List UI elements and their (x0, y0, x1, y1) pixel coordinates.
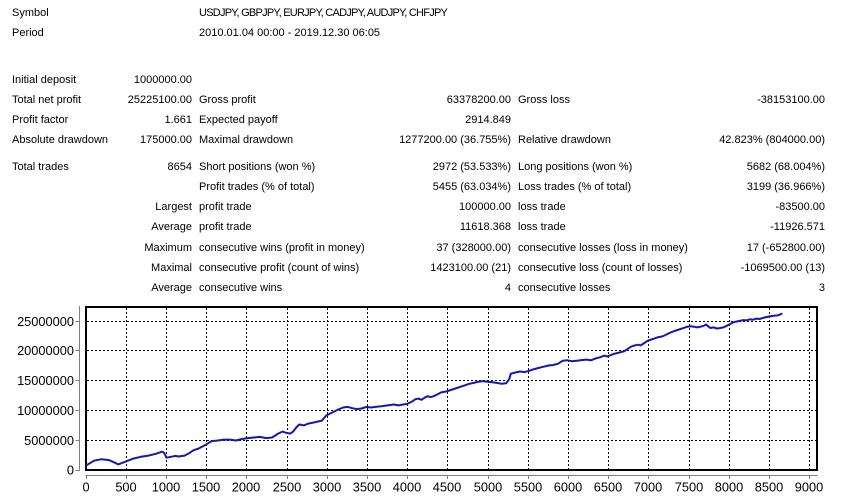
svg-text:3000: 3000 (313, 480, 341, 495)
svg-text:10000000: 10000000 (17, 403, 74, 418)
svg-text:0: 0 (67, 462, 74, 477)
svg-text:8500: 8500 (755, 480, 783, 495)
svg-text:25000000: 25000000 (17, 314, 74, 329)
svg-text:9000: 9000 (795, 480, 823, 495)
svg-text:7000: 7000 (634, 480, 662, 495)
svg-text:2500: 2500 (273, 480, 301, 495)
svg-text:6000: 6000 (554, 480, 582, 495)
svg-text:1500: 1500 (192, 480, 220, 495)
svg-text:3500: 3500 (353, 480, 381, 495)
svg-text:8000: 8000 (715, 480, 743, 495)
svg-text:4500: 4500 (433, 480, 461, 495)
svg-text:4000: 4000 (393, 480, 421, 495)
svg-text:5000: 5000 (474, 480, 502, 495)
svg-text:500: 500 (115, 480, 136, 495)
svg-text:6500: 6500 (594, 480, 622, 495)
svg-text:1000: 1000 (152, 480, 180, 495)
svg-text:0: 0 (82, 480, 89, 495)
svg-text:7500: 7500 (675, 480, 703, 495)
svg-text:20000000: 20000000 (17, 343, 74, 358)
svg-text:2000: 2000 (232, 480, 260, 495)
svg-text:5000000: 5000000 (24, 433, 74, 448)
svg-text:5500: 5500 (514, 480, 542, 495)
svg-text:15000000: 15000000 (17, 373, 74, 388)
